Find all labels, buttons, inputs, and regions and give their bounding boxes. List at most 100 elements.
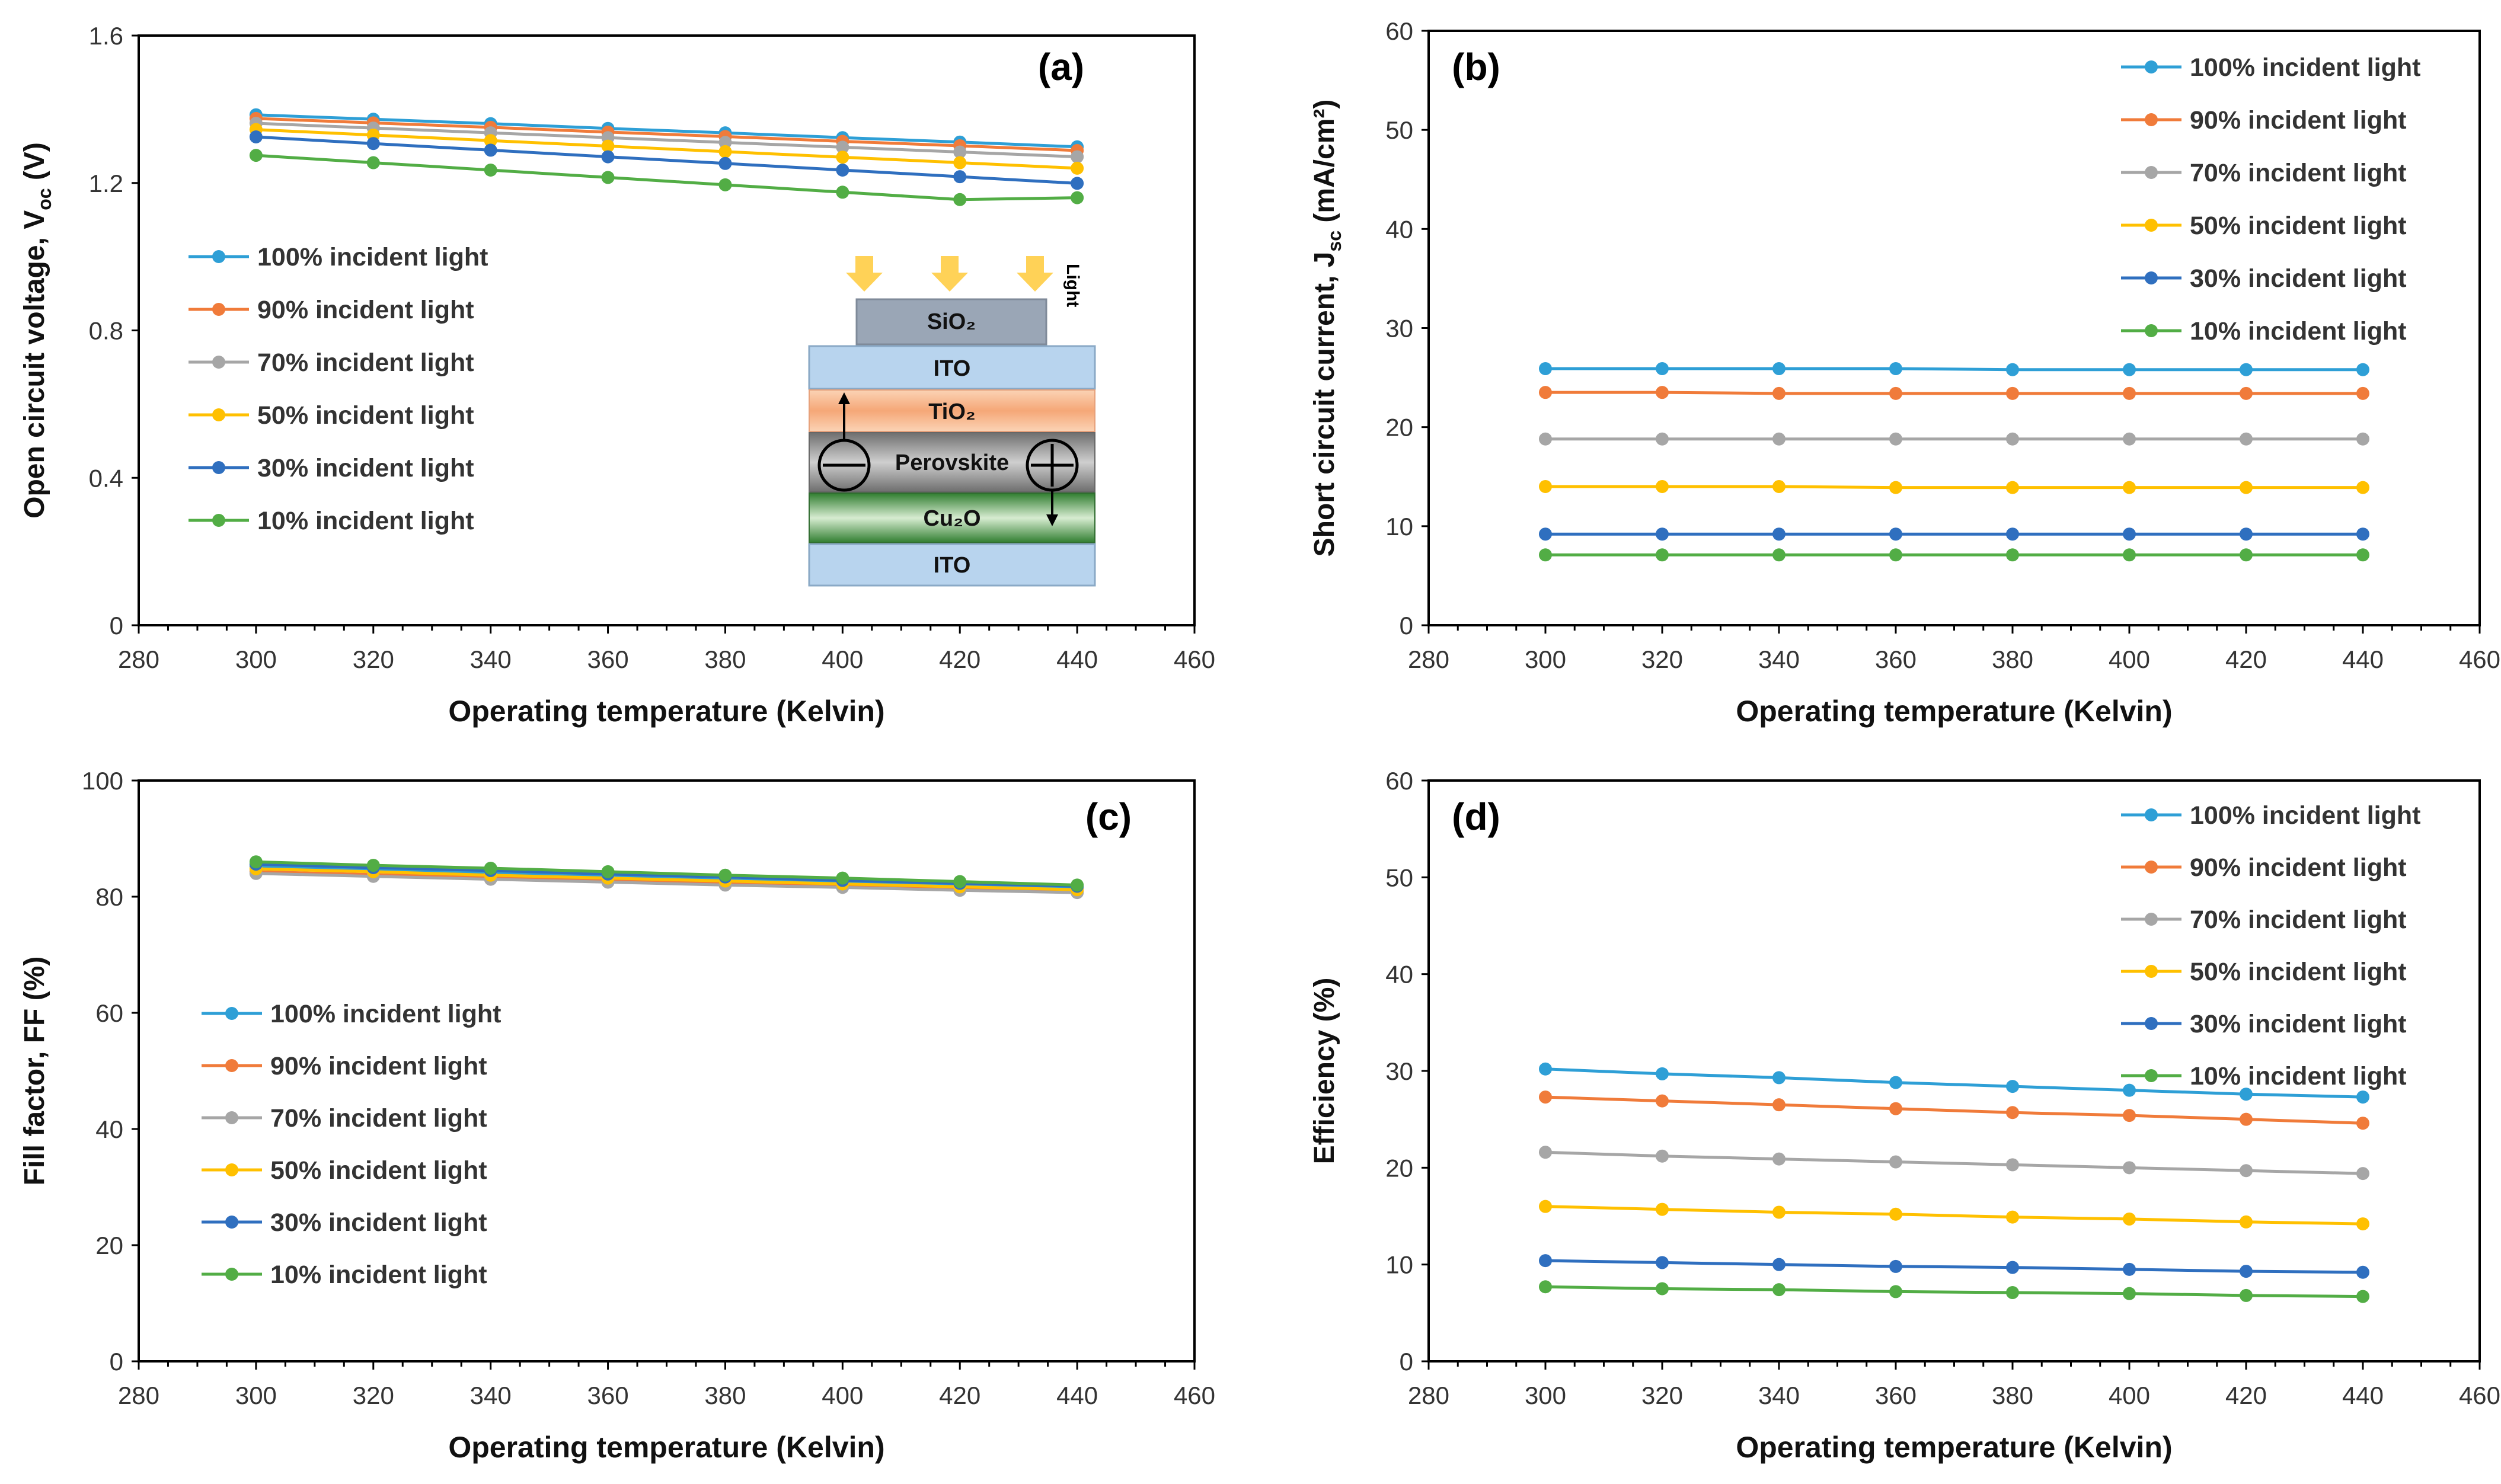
legend-marker <box>225 1007 238 1020</box>
legend-marker <box>2145 113 2158 126</box>
data-point <box>1656 1149 1669 1163</box>
data-point <box>2123 481 2136 494</box>
y-tick-label: 40 <box>1385 961 1413 989</box>
series-line <box>1545 485 2363 490</box>
series-line <box>255 867 1078 891</box>
data-point <box>1889 1076 1902 1089</box>
x-tick-label: 400 <box>822 645 863 673</box>
layer-label-perovskite: Perovskite <box>895 450 1009 475</box>
data-point <box>366 137 380 151</box>
data-point <box>1539 386 1552 399</box>
legend-label: 100% incident light <box>2190 801 2420 830</box>
data-point <box>1889 527 1902 541</box>
light-arrows: Light <box>846 256 1082 307</box>
legend-label: 50% incident light <box>257 401 474 430</box>
data-point <box>2356 432 2369 446</box>
x-tick-label: 340 <box>1758 645 1800 673</box>
series-line <box>1545 1259 2363 1274</box>
data-point <box>2123 1083 2136 1097</box>
data-point <box>2006 481 2019 494</box>
legend-marker <box>212 356 225 369</box>
data-point <box>953 875 967 888</box>
legend-label: 10% incident light <box>270 1261 487 1289</box>
data-point <box>2006 432 2019 446</box>
light-arrow <box>931 256 968 292</box>
data-point <box>249 130 263 144</box>
hole-symbol <box>1026 439 1079 526</box>
legend-marker <box>2145 324 2158 337</box>
legend-marker <box>2145 861 2158 874</box>
data-point <box>1656 432 1669 446</box>
x-tick-label: 280 <box>118 1381 159 1409</box>
data-point <box>2123 1109 2136 1122</box>
series-line <box>255 117 1078 152</box>
data-point <box>2356 1265 2369 1279</box>
x-tick-label: 460 <box>2459 1381 2500 1409</box>
panel-label: (b) <box>1452 46 1500 88</box>
data-point <box>2006 527 2019 541</box>
data-point <box>2240 481 2253 494</box>
y-tick-label: 60 <box>1385 17 1413 45</box>
data-point <box>1071 878 1084 892</box>
y-axis-label: Fill factor, FF (%) <box>19 957 50 1186</box>
y-tick-label: 60 <box>1385 767 1413 795</box>
data-point <box>718 156 732 170</box>
data-point <box>2006 1080 2019 1093</box>
data-point <box>2006 1261 2019 1274</box>
legend-label: 70% incident light <box>257 348 474 377</box>
data-point <box>2356 1117 2369 1130</box>
series-line <box>1545 1285 2363 1298</box>
data-point <box>1539 1146 1552 1159</box>
legend-marker <box>2145 913 2158 926</box>
data-point <box>1539 1200 1552 1213</box>
legend-label: 30% incident light <box>270 1208 487 1237</box>
y-tick-label: 50 <box>1385 863 1413 891</box>
data-point <box>2123 1287 2136 1300</box>
data-point <box>2240 548 2253 562</box>
x-tick-label: 380 <box>704 645 746 673</box>
data-point <box>2240 1112 2253 1126</box>
y-tick-label: 0.8 <box>89 317 123 345</box>
x-tick-label: 400 <box>822 1381 863 1409</box>
data-point <box>1539 1062 1552 1076</box>
data-point <box>2006 1106 2019 1120</box>
light-arrow <box>846 256 883 292</box>
layer-label-sio2: SiO₂ <box>927 309 976 334</box>
x-axis-label: Operating temperature (Kelvin) <box>448 1431 884 1464</box>
x-tick-label: 360 <box>587 645 629 673</box>
y-axis-label: Short circuit current, Jsc (mA/cm²) <box>1309 100 1345 557</box>
x-tick-label: 440 <box>1056 645 1098 673</box>
y-tick-label: 40 <box>95 1115 123 1143</box>
panel-label: (d) <box>1452 795 1500 838</box>
data-point <box>484 163 497 177</box>
panel-d: 280 300 320 340 360 380 400 420 440 460 0 10 20 30 40 5… <box>1309 767 2500 1464</box>
data-point <box>2356 1090 2369 1104</box>
series-line <box>1545 367 2363 372</box>
y-tick-label: 10 <box>1385 513 1413 540</box>
legend-marker <box>225 1163 238 1176</box>
x-tick-label: 320 <box>353 1381 394 1409</box>
y-tick-label: 1.6 <box>89 22 123 50</box>
panel-b: 280 300 320 340 360 380 400 420 440 460 0 10 20 30 40 5… <box>1309 17 2500 728</box>
series-line <box>255 135 1078 185</box>
data-point <box>718 145 732 158</box>
layer-ito-top <box>808 345 1096 390</box>
data-point <box>2123 432 2136 446</box>
data-point <box>1772 386 1785 400</box>
x-tick-label: 460 <box>2459 645 2500 673</box>
x-tick-label: 420 <box>939 1381 980 1409</box>
y-tick-label: 20 <box>1385 414 1413 442</box>
x-tick-label: 280 <box>1408 1381 1449 1409</box>
data-point <box>1889 548 1902 562</box>
series-line <box>255 860 1078 887</box>
panel-a: 280 300 320 340 360 380 400 420 440 460 0 0.4 0.8 1.2… <box>19 22 1215 728</box>
y-tick-label: 80 <box>95 883 123 911</box>
data-point <box>2356 386 2369 400</box>
data-point <box>2240 1265 2253 1278</box>
x-tick-label: 320 <box>1641 1381 1683 1409</box>
x-tick-label: 380 <box>704 1381 746 1409</box>
electron-symbol <box>817 392 871 492</box>
x-tick-label: 440 <box>1056 1381 1098 1409</box>
data-point <box>1656 362 1669 376</box>
